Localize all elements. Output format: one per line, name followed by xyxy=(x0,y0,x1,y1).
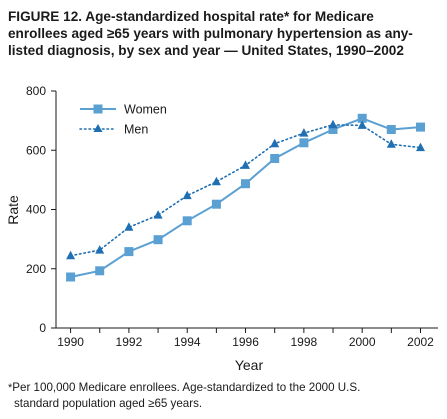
figure-title-line-1: FIGURE 12. Age-standardized hospital rat… xyxy=(8,9,374,24)
data-point-men xyxy=(416,142,425,152)
data-point-men xyxy=(357,120,367,129)
data-point-women xyxy=(66,272,76,282)
data-point-men xyxy=(241,160,250,169)
y-axis-ticks: 0 200 400 600 800 xyxy=(26,84,56,335)
legend-women-label: Women xyxy=(124,103,167,117)
series-line-men xyxy=(69,123,422,257)
series-line-women xyxy=(70,117,421,278)
data-point-women xyxy=(299,138,309,148)
legend-men-marker xyxy=(93,124,103,132)
chart-container: 0 200 400 600 800 1990 1992 1994 1996 1998 2000 20… xyxy=(0,78,447,378)
line-chart: 0 200 400 600 800 1990 1992 1994 1996 1998 2000 20… xyxy=(5,84,438,373)
legend-men-label: Men xyxy=(124,123,148,137)
x-tick-label: 1992 xyxy=(116,335,143,349)
footnote: *Per 100,000 Medicare enrollees. Age-sta… xyxy=(8,380,438,411)
data-point-men xyxy=(182,190,192,200)
figure-title: FIGURE 12. Age-standardized hospital rat… xyxy=(8,8,440,59)
x-tick-label: 1994 xyxy=(174,335,201,349)
data-point-women xyxy=(270,154,280,163)
x-tick-label: 1990 xyxy=(57,335,84,349)
y-tick-label: 400 xyxy=(26,203,46,217)
legend-item-men: Men xyxy=(79,123,148,137)
legend-women-marker xyxy=(93,104,103,114)
x-tick-label: 1998 xyxy=(291,335,318,349)
figure-title-line-2: enrollees aged ≥65 years with pulmonary … xyxy=(8,26,413,41)
data-point-men xyxy=(328,119,338,129)
data-point-men xyxy=(124,222,134,231)
y-tick-label: 0 xyxy=(39,321,46,335)
data-point-men xyxy=(153,210,163,219)
footnote-line-1: *Per 100,000 Medicare enrollees. Age-sta… xyxy=(8,380,438,396)
legend-item-women: Women xyxy=(80,103,167,117)
y-tick-label: 800 xyxy=(26,84,46,98)
data-point-women xyxy=(241,179,250,189)
footnote-text-1: Per 100,000 Medicare enrollees. Age-stan… xyxy=(12,381,361,394)
data-point-men xyxy=(211,176,221,186)
x-tick-label: 1996 xyxy=(232,335,259,349)
y-axis-label: Rate xyxy=(5,195,21,225)
figure-title-line-3: listed diagnosis, by sex and year — Unit… xyxy=(8,43,404,58)
x-axis-label: Year xyxy=(235,357,264,373)
data-point-women xyxy=(95,266,105,276)
data-point-women xyxy=(182,216,192,226)
y-tick-label: 600 xyxy=(26,143,46,157)
data-point-men xyxy=(386,139,396,148)
series-layer xyxy=(66,113,425,282)
data-point-women xyxy=(357,113,367,123)
data-point-women xyxy=(153,235,163,245)
x-axis-ticks: 1990 1992 1994 1996 1998 2000 2002 xyxy=(57,328,434,349)
data-point-men xyxy=(95,245,105,254)
x-tick-label: 2000 xyxy=(349,335,376,349)
data-point-women xyxy=(416,122,425,132)
x-tick-label: 2002 xyxy=(407,335,434,349)
legend: Women Men xyxy=(79,103,167,137)
data-point-women xyxy=(328,125,338,134)
data-point-men xyxy=(270,138,280,148)
footnote-mark: * xyxy=(8,382,13,394)
data-point-women xyxy=(124,247,134,257)
data-point-women xyxy=(386,125,396,134)
y-tick-label: 200 xyxy=(26,262,46,276)
data-point-men xyxy=(66,250,76,260)
data-point-women xyxy=(211,199,221,209)
data-point-men xyxy=(299,128,309,137)
footnote-line-2: standard population aged ≥65 years. xyxy=(14,397,203,410)
